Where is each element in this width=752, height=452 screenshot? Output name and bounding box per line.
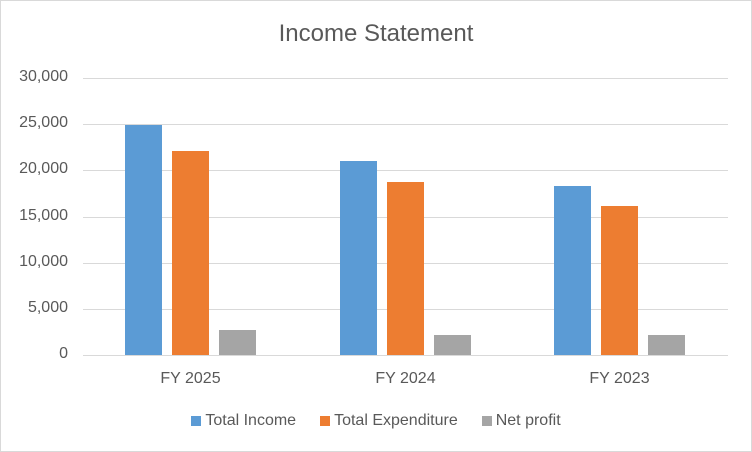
legend-item: Total Income [191,412,296,430]
legend-item: Net profit [481,412,561,430]
bar-total-expenditure [387,181,424,355]
y-tick-label: 30,000 [19,68,68,85]
gridline [83,124,728,125]
y-tick-label: 10,000 [19,253,68,270]
legend-label: Total Expenditure [334,412,458,429]
legend-label: Total Income [205,412,297,429]
legend: Total Income Total Expenditure Net profit [0,412,752,430]
bar-total-income [554,185,591,355]
bar-total-expenditure [601,205,638,355]
bar-net-profit [648,334,685,355]
bar-total-expenditure [172,150,209,355]
y-tick-label: 5,000 [27,299,68,316]
y-tick-label: 20,000 [19,160,68,177]
y-tick-label: 25,000 [19,114,68,131]
x-tick-label: FY 2025 [160,370,221,387]
y-tick-label: 0 [59,345,68,362]
legend-label: Net profit [495,412,561,429]
legend-swatch-icon [191,416,202,426]
bar-total-income [340,160,377,355]
gridline [83,355,728,356]
legend-swatch-icon [481,416,492,426]
legend-item: Total Expenditure [320,412,458,430]
x-tick-label: FY 2024 [375,370,436,387]
bar-net-profit [219,329,256,355]
y-tick-label: 15,000 [19,207,68,224]
gridline [83,170,728,171]
gridline [83,78,728,79]
chart-title: Income Statement [278,20,474,47]
legend-swatch-icon [320,416,331,426]
bar-total-income [125,124,162,355]
bar-net-profit [434,334,471,355]
x-tick-label: FY 2023 [589,370,650,387]
